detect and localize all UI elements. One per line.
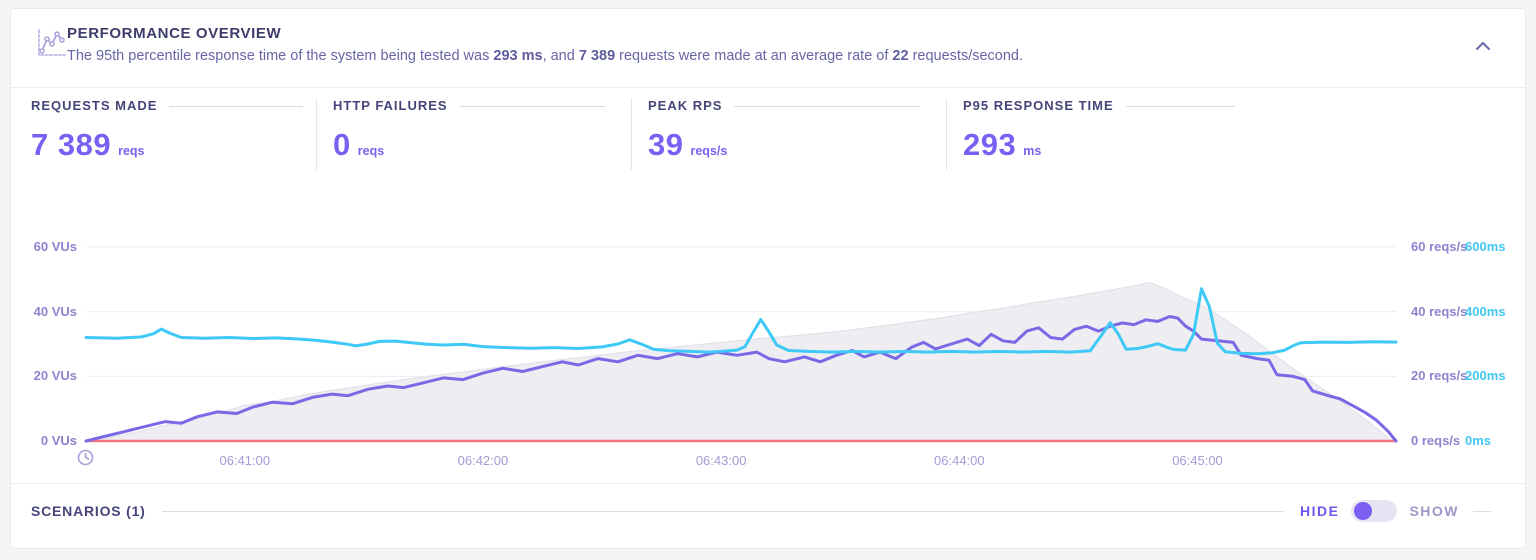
hide-option-label[interactable]: HIDE [1299, 503, 1340, 519]
summary-text: requests were made at an average rate of [615, 48, 893, 64]
metric-value: 293 [963, 127, 1017, 162]
metric-rule [169, 106, 303, 107]
metric-card-requests-made: REQUESTS MADE 7 389 reqs [31, 98, 303, 163]
y-axis-label-rps: 40 reqs/s [1411, 303, 1468, 319]
metric-rule [459, 106, 605, 107]
y-axis-label-ms: 600ms [1465, 239, 1506, 254]
y-axis-label-vus: 40 VUs [33, 303, 77, 319]
y-axis-label-ms: 400ms [1465, 303, 1506, 319]
scenarios-bar: SCENARIOS (1) HIDE SHOW [31, 495, 1491, 527]
y-axis-label-rps: 20 reqs/s [1411, 368, 1468, 384]
x-axis-tick: 06:42:00 [457, 453, 509, 468]
x-axis-tick: 06:45:00 [1172, 453, 1223, 468]
y-axis-label-rps: 0 reqs/s [1411, 433, 1461, 448]
x-axis-tick: 06:44:00 [934, 453, 985, 468]
chevron-up-icon [1476, 41, 1490, 50]
metric-label: REQUESTS MADE [31, 98, 158, 113]
collapse-panel-button[interactable] [1473, 37, 1493, 55]
summary-text: requests/second. [908, 48, 1024, 64]
metric-card-peak-rps: PEAK RPS 39 reqs/s [648, 98, 920, 163]
metric-divider [316, 98, 317, 170]
summary-value: 293 ms [493, 48, 543, 64]
y-axis-label-ms: 200ms [1465, 368, 1506, 384]
clock-icon [77, 449, 94, 466]
performance-overview-panel: PERFORMANCE OVERVIEW The 95th percentile… [10, 8, 1526, 549]
metric-divider [631, 98, 632, 170]
metric-unit: reqs/s [690, 144, 728, 158]
metric-rule [1125, 106, 1235, 107]
metric-unit: reqs [118, 144, 145, 158]
header-divider [11, 87, 1525, 88]
scenarios-divider [11, 483, 1525, 484]
y-axis-label-vus: 20 VUs [33, 368, 77, 384]
metric-value: 39 [648, 127, 684, 162]
performance-chart-icon [38, 29, 66, 56]
y-axis-label-vus: 60 VUs [33, 239, 77, 254]
metric-rule [734, 106, 920, 107]
panel-summary: The 95th percentile response time of the… [67, 48, 1023, 64]
metric-card-p95-response-time: P95 RESPONSE TIME 293 ms [963, 98, 1235, 163]
metric-divider [946, 98, 947, 170]
summary-text: , and [542, 48, 579, 64]
summary-value: 7 389 [578, 48, 616, 64]
summary-text: The 95th percentile response time of the… [67, 48, 494, 64]
metric-value: 7 389 [31, 127, 112, 162]
y-axis-label-ms: 0ms [1465, 433, 1492, 448]
panel-title: PERFORMANCE OVERVIEW [67, 25, 282, 42]
rule-line [161, 510, 1284, 512]
performance-chart [84, 246, 1398, 443]
x-axis-tick: 06:43:00 [695, 453, 747, 468]
x-axis-tick: 06:41:00 [219, 453, 271, 468]
metric-unit: ms [1023, 144, 1042, 158]
metric-label: P95 RESPONSE TIME [963, 98, 1114, 113]
toggle-knob [1354, 502, 1373, 520]
scenarios-label: SCENARIOS (1) [31, 503, 146, 519]
summary-value: 22 [892, 48, 909, 64]
metric-label: PEAK RPS [648, 98, 723, 113]
show-option-label[interactable]: SHOW [1409, 503, 1459, 519]
metric-value: 0 [333, 127, 351, 162]
scenarios-visibility-toggle[interactable] [1351, 500, 1398, 522]
y-axis-label-vus: 0 VUs [40, 433, 77, 448]
metric-card-http-failures: HTTP FAILURES 0 reqs [333, 98, 605, 163]
metric-label: HTTP FAILURES [333, 98, 448, 113]
rule-line-end [1473, 510, 1491, 512]
metric-unit: reqs [357, 144, 385, 158]
y-axis-label-rps: 60 reqs/s [1411, 239, 1468, 254]
